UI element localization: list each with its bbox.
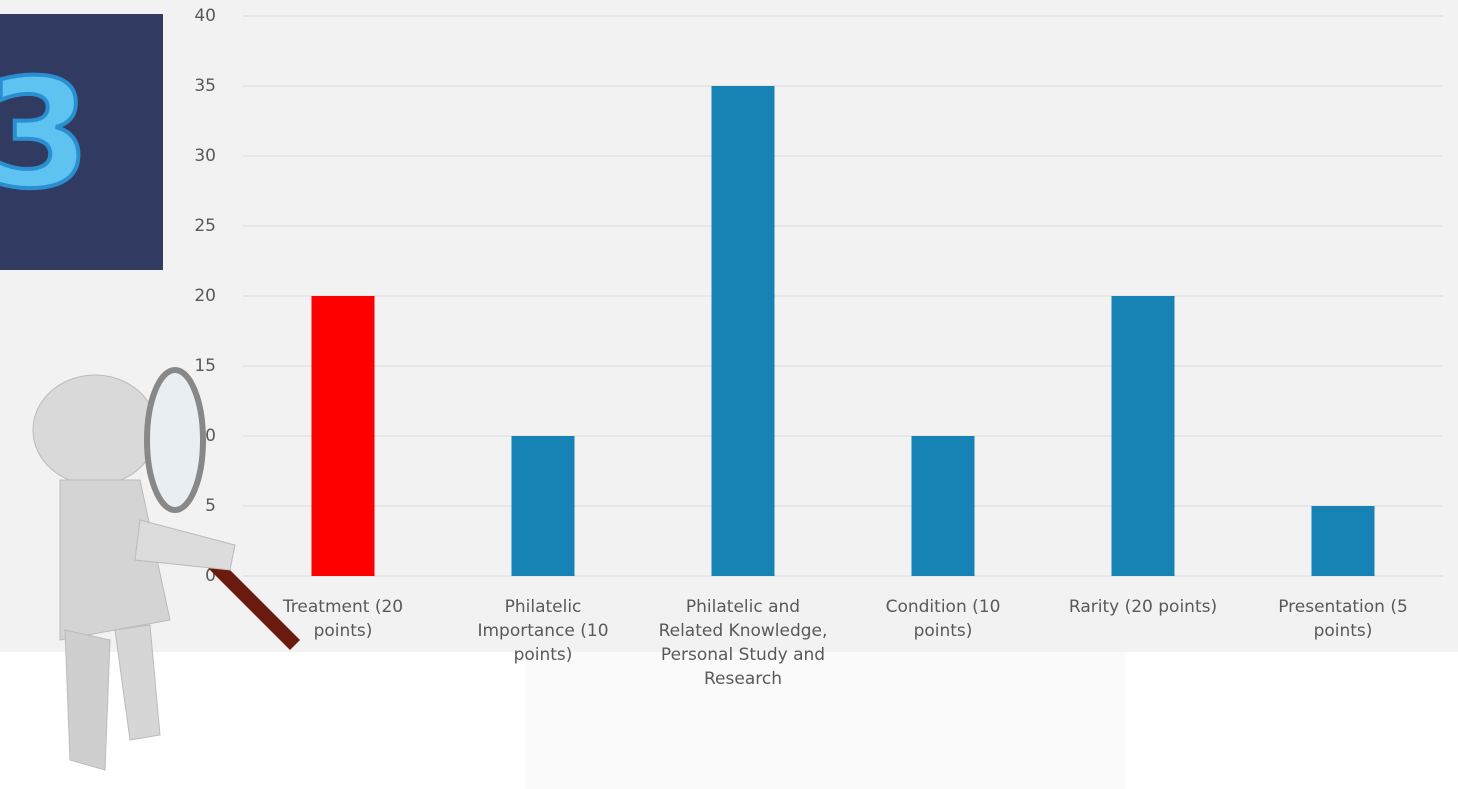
badge-number: 3 [0, 48, 90, 222]
bar [711, 86, 775, 576]
badge-box [0, 14, 163, 270]
y-tick-label: 25 [194, 216, 216, 236]
bar [1111, 296, 1175, 576]
y-tick-label: 5 [205, 496, 216, 516]
x-tick-label: Treatment (20 points) [282, 597, 404, 641]
x-tick-label: Rarity (20 points) [1068, 597, 1218, 617]
bar [1311, 506, 1375, 576]
y-tick-label: 30 [194, 146, 216, 166]
y-tick-label: 15 [194, 356, 216, 376]
x-tick-label: Condition (10 points) [885, 597, 1001, 641]
y-tick-label: 0 [205, 566, 216, 586]
y-tick-label: 35 [194, 76, 216, 96]
figure-illustration [32, 367, 300, 771]
x-tick-label: Philatelic and Related Knowledge, Person… [658, 597, 828, 689]
bar [911, 436, 975, 576]
x-tick-label: Philatelic Importance (10 points) [477, 597, 609, 665]
y-tick-label: 20 [194, 286, 216, 306]
x-tick-label: Presentation (5 points) [1278, 597, 1408, 641]
y-tick-label: 40 [194, 6, 216, 26]
bar [311, 296, 375, 576]
panel [525, 652, 1125, 789]
bar [511, 436, 575, 576]
